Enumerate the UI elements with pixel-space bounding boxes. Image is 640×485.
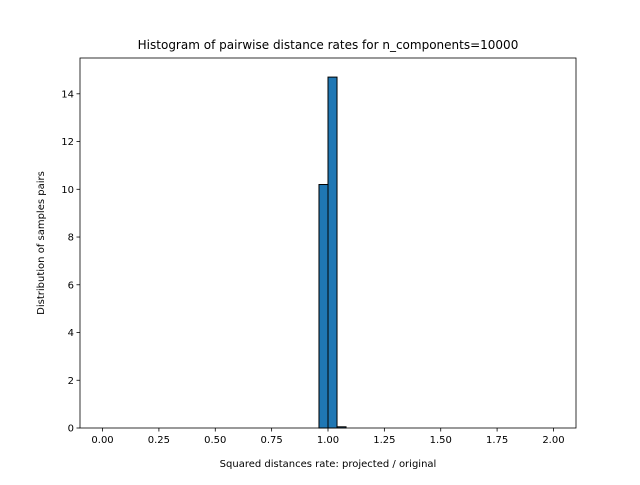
x-tick-label: 1.50 xyxy=(430,435,452,446)
y-tick-label: 4 xyxy=(68,328,74,339)
y-tick-label: 12 xyxy=(61,137,74,148)
x-tick-label: 0.75 xyxy=(261,435,283,446)
x-tick-label: 2.00 xyxy=(542,435,564,446)
y-tick-label: 0 xyxy=(68,424,74,435)
plot-frame xyxy=(79,57,577,429)
y-tick-label: 8 xyxy=(68,233,74,244)
x-tick-label: 0.00 xyxy=(91,435,113,446)
x-tick-label: 0.50 xyxy=(204,435,226,446)
x-axis-label: Squared distances rate: projected / orig… xyxy=(220,459,437,470)
y-tick-label: 14 xyxy=(61,89,74,100)
y-tick-label: 6 xyxy=(68,280,74,291)
x-tick-label: 1.75 xyxy=(486,435,508,446)
x-axis-ticks: 0.00 0.25 0.50 0.75 1.00 1.25 1.50 1.75 2.00 xyxy=(91,428,565,446)
y-axis-ticks: 0 2 4 6 8 10 12 14 xyxy=(61,89,80,435)
y-tick-label: 2 xyxy=(68,376,74,387)
y-tick-label: 10 xyxy=(61,185,74,196)
x-tick-label: 1.00 xyxy=(317,435,339,446)
x-tick-label: 0.25 xyxy=(148,435,170,446)
chart-title: Histogram of pairwise distance rates for… xyxy=(138,38,519,52)
y-axis-label: Distribution of samples pairs xyxy=(36,171,47,315)
histogram-bar xyxy=(318,184,329,429)
x-tick-label: 1.25 xyxy=(373,435,395,446)
histogram-bar xyxy=(327,76,338,429)
